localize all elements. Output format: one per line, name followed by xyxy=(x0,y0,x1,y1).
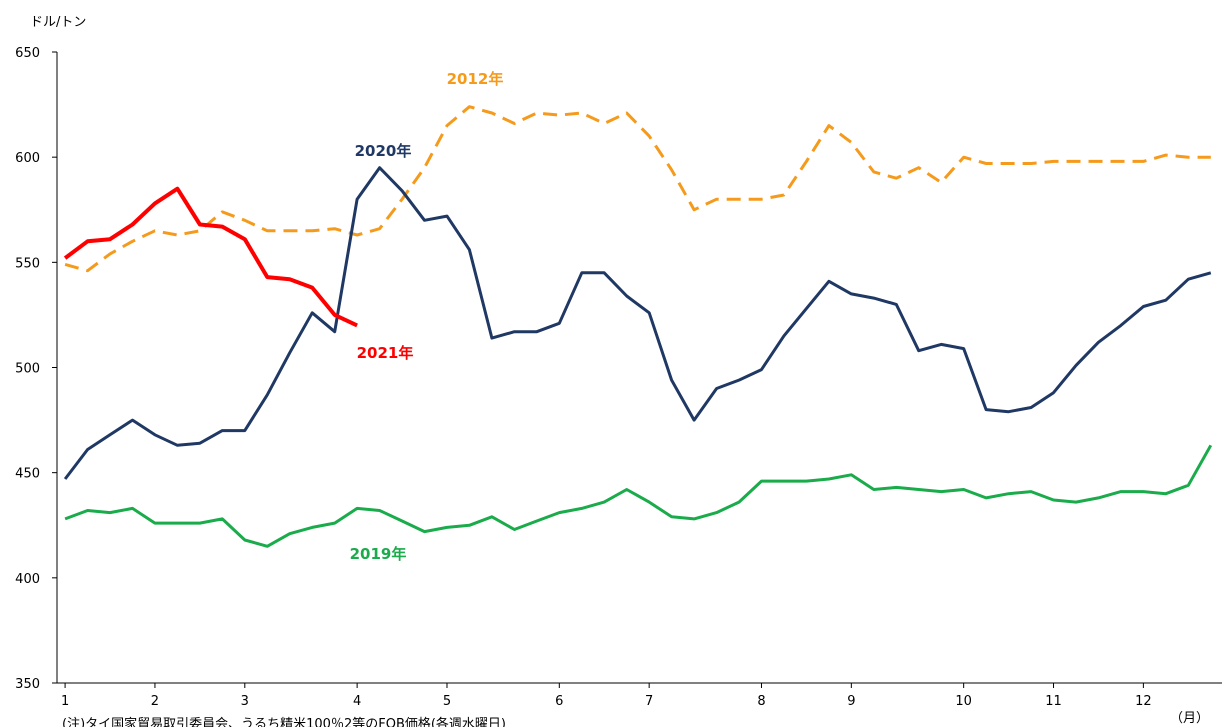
y-tick-label: 550 xyxy=(15,256,40,271)
x-tick-label: 6 xyxy=(555,694,563,709)
x-tick-label: 2 xyxy=(151,694,159,709)
x-tick-label: 4 xyxy=(353,694,361,709)
series-label: 2020年 xyxy=(355,142,412,160)
x-tick-label: 10 xyxy=(955,694,972,709)
x-tick-label: 5 xyxy=(443,694,451,709)
x-tick-label: 11 xyxy=(1045,694,1062,709)
series-line xyxy=(63,166,1212,480)
y-tick-label: 650 xyxy=(15,46,40,61)
x-tick-label: 1 xyxy=(61,694,69,709)
x-axis-unit: （月） xyxy=(1170,711,1209,726)
y-tick-label: 500 xyxy=(15,362,40,377)
x-tick-label: 3 xyxy=(241,694,249,709)
x-tick-label: 9 xyxy=(847,694,855,709)
y-axis-label: ドル/トン xyxy=(30,15,86,30)
series-label: 2021年 xyxy=(357,344,414,362)
y-tick-label: 350 xyxy=(15,677,40,692)
x-tick-label: 7 xyxy=(645,694,653,709)
y-tick-label: 450 xyxy=(15,467,40,482)
series-line xyxy=(64,444,1213,548)
y-tick-label: 600 xyxy=(15,151,40,166)
x-tick-label: 12 xyxy=(1135,694,1152,709)
series-line xyxy=(63,186,358,328)
series-label: 2019年 xyxy=(350,545,407,563)
y-tick-label: 400 xyxy=(15,572,40,587)
note: (注)タイ国家貿易取引委員会、うるち精米100％2等のFOB価格(各週水曜日) xyxy=(62,716,506,727)
series-label: 2012年 xyxy=(447,70,504,88)
series-line xyxy=(64,105,1211,273)
x-tick-label: 8 xyxy=(757,694,765,709)
